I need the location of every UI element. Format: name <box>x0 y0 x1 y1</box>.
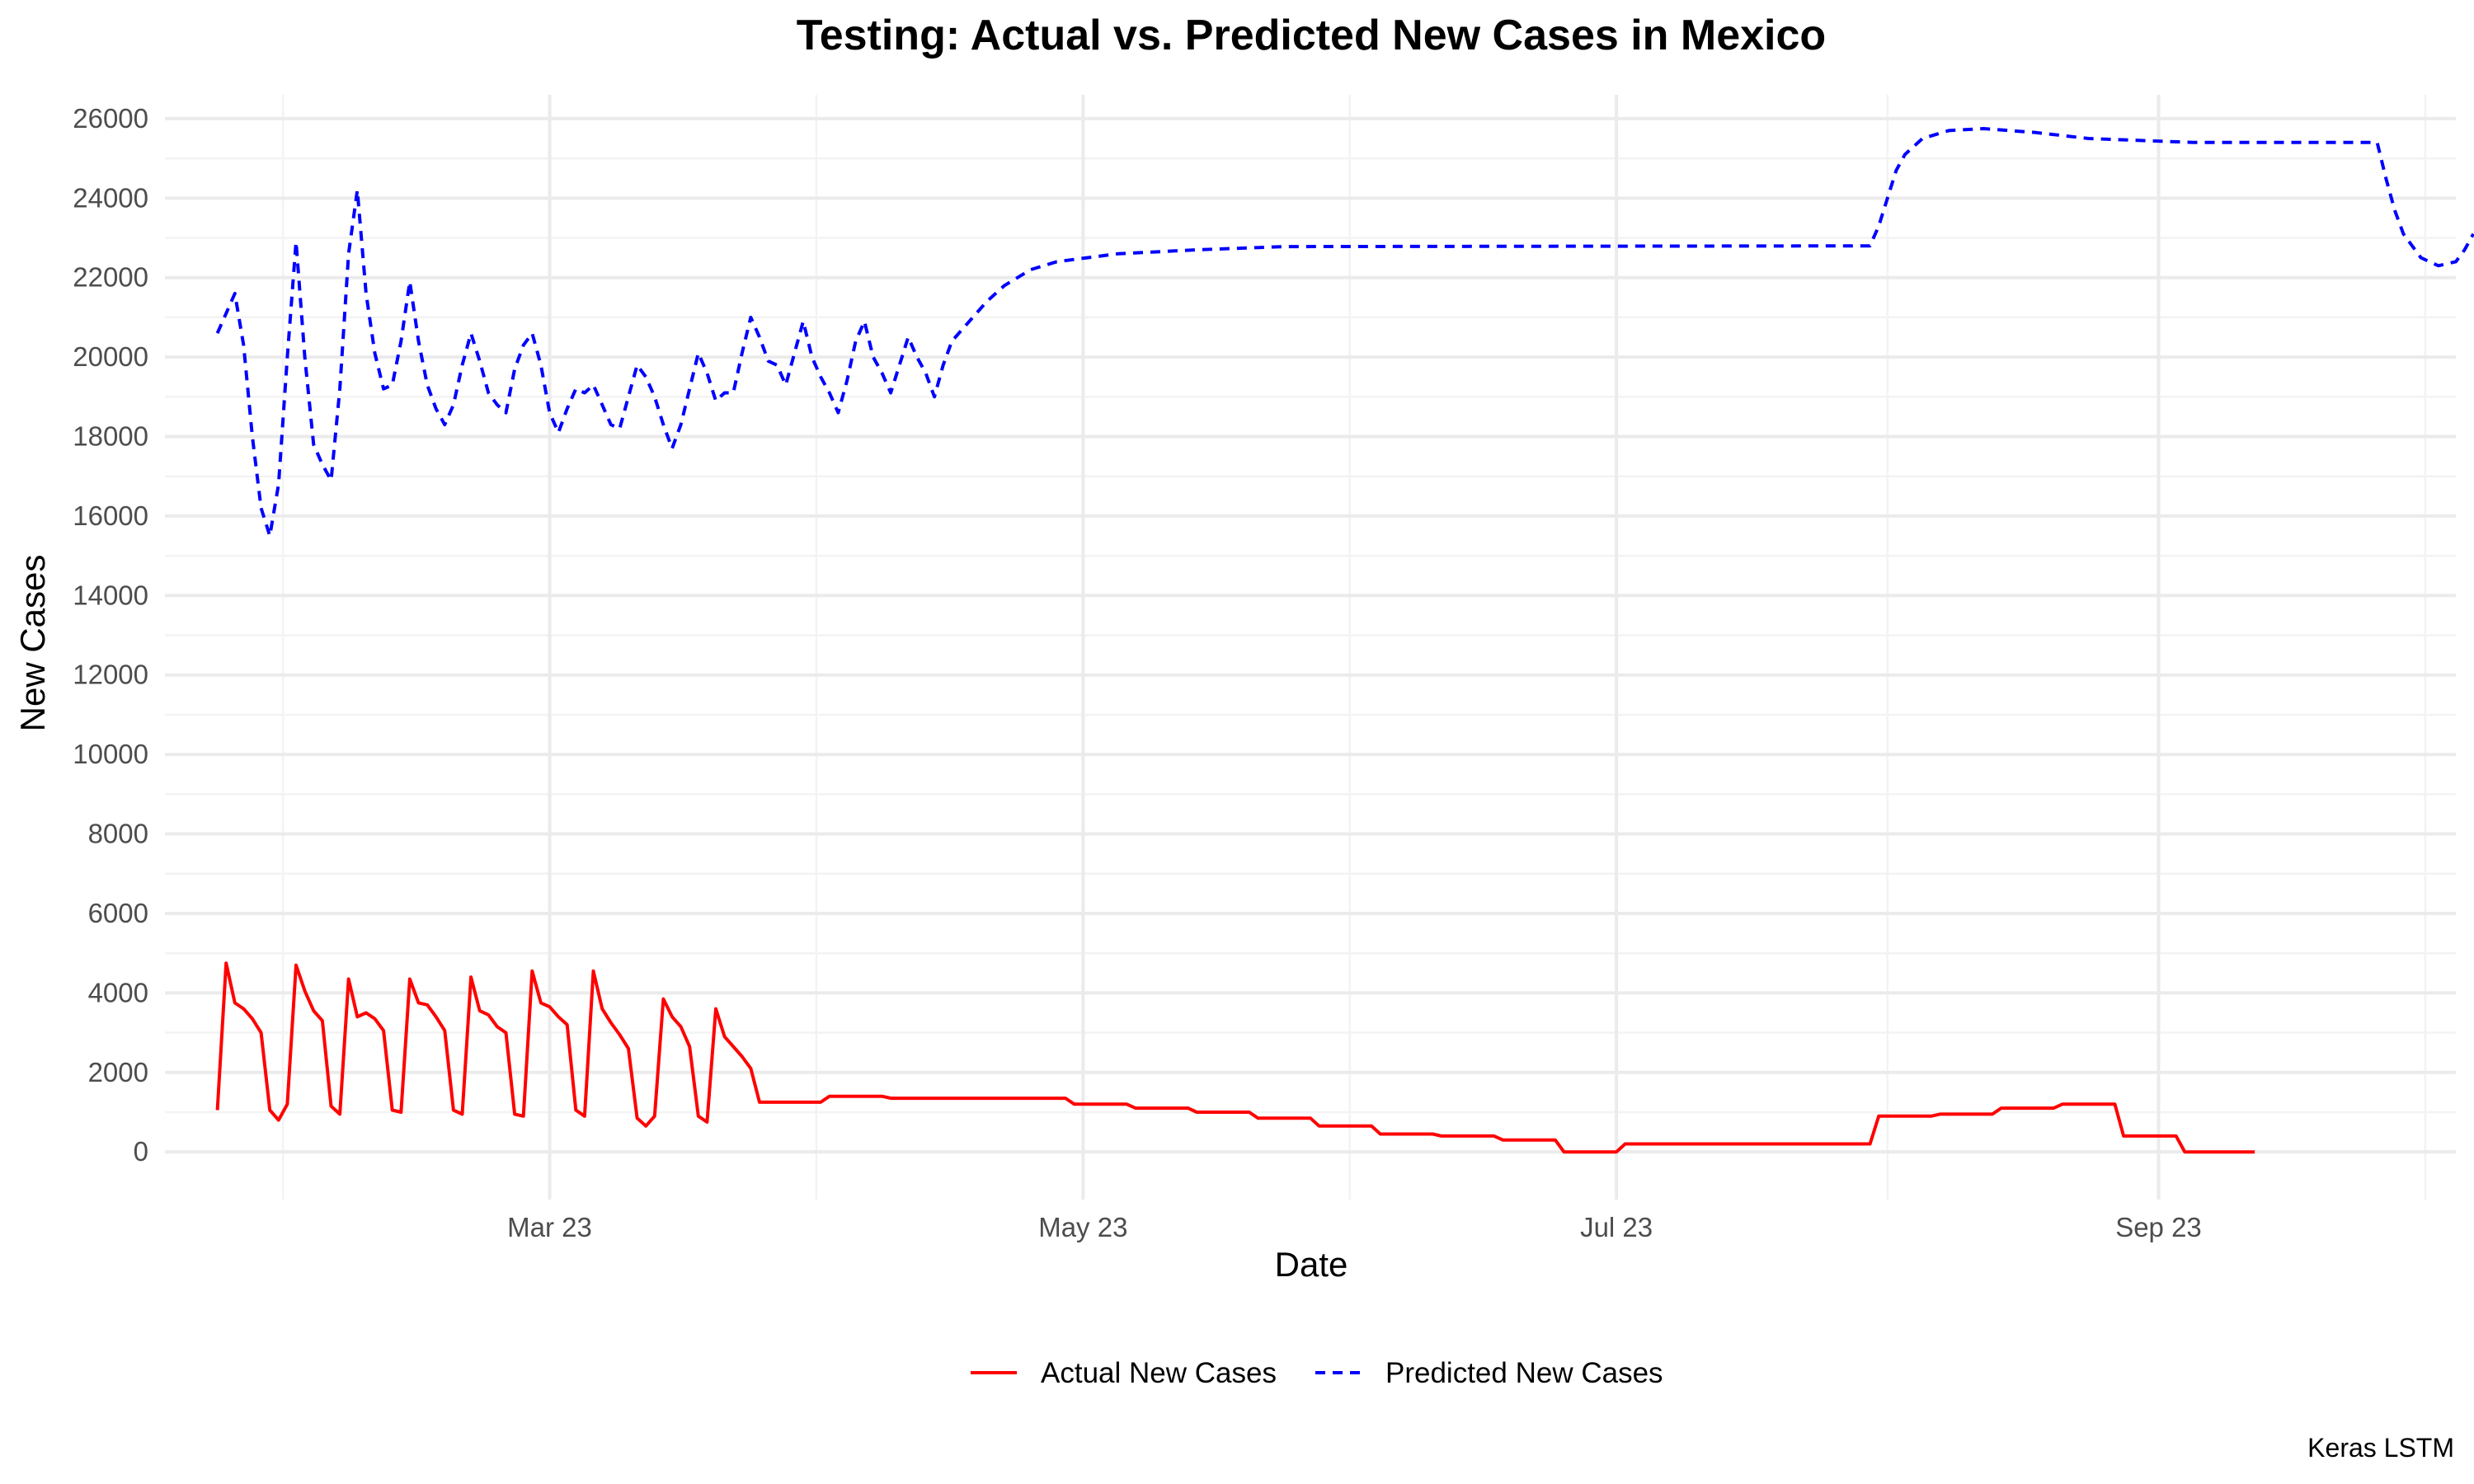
x-tick-label: May 23 <box>1038 1212 1127 1242</box>
legend: Actual New Cases Predicted New Cases <box>971 1357 1663 1389</box>
grid <box>165 95 2456 1200</box>
caption: Keras LSTM <box>2307 1433 2454 1463</box>
series-layer <box>215 127 2474 1154</box>
y-tick-label: 20000 <box>73 341 148 372</box>
y-tick-label: 2000 <box>88 1057 148 1087</box>
y-axis-label: New Cases <box>13 555 52 732</box>
x-axis-label: Date <box>1275 1245 1348 1284</box>
y-tick-label: 16000 <box>73 500 148 531</box>
y-tick-label: 14000 <box>73 580 148 610</box>
y-tick-label: 18000 <box>73 421 148 452</box>
x-tick-labels: Mar 23 May 23 Jul 23 Sep 23 <box>507 1212 2202 1242</box>
y-tick-label: 4000 <box>88 977 148 1007</box>
y-tick-label: 10000 <box>73 739 148 769</box>
y-tick-label: 6000 <box>88 898 148 928</box>
y-tick-label: 0 <box>134 1136 148 1167</box>
legend-label-actual: Actual New Cases <box>1041 1357 1277 1389</box>
x-tick-label: Jul 23 <box>1580 1212 1653 1242</box>
series-line-predicted <box>215 127 2474 538</box>
y-tick-label: 12000 <box>73 660 148 690</box>
legend-label-predicted: Predicted New Cases <box>1385 1357 1663 1389</box>
x-tick-label: Mar 23 <box>507 1212 592 1242</box>
y-tick-label: 22000 <box>73 262 148 293</box>
x-tick-label: Sep 23 <box>2115 1212 2202 1242</box>
y-tick-label: 26000 <box>73 103 148 134</box>
y-tick-label: 24000 <box>73 182 148 213</box>
y-tick-labels: 0 2000 4000 6000 8000 10000 12000 14000 16000 180… <box>73 103 148 1167</box>
y-tick-label: 8000 <box>88 819 148 849</box>
series-line-actual <box>215 961 2255 1154</box>
chart-title: Testing: Actual vs. Predicted New Cases … <box>797 12 1826 59</box>
